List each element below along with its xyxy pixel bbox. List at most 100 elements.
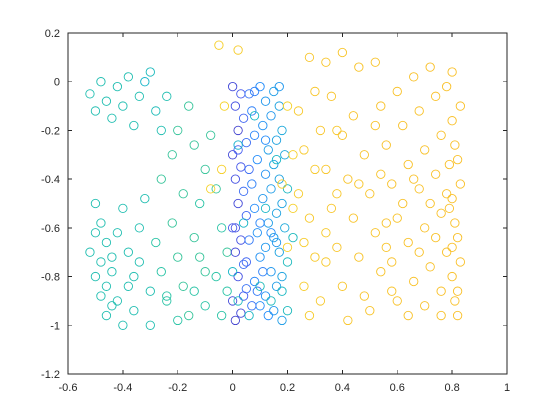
data-point xyxy=(392,213,402,223)
data-point xyxy=(238,291,249,301)
data-point xyxy=(359,150,369,160)
data-point xyxy=(392,86,402,97)
data-point xyxy=(107,252,117,262)
data-point xyxy=(271,281,282,291)
data-point xyxy=(332,189,342,199)
data-point xyxy=(310,86,320,97)
axes-layer xyxy=(67,32,508,375)
data-point xyxy=(441,189,452,199)
data-point xyxy=(293,106,304,116)
data-point xyxy=(260,135,271,145)
data-point xyxy=(436,130,446,140)
data-point xyxy=(280,223,290,233)
data-point xyxy=(134,257,144,267)
data-point xyxy=(90,271,101,282)
data-point xyxy=(162,291,172,301)
x-tick-label: 0.6 xyxy=(390,382,405,394)
data-point xyxy=(409,276,419,287)
data-point xyxy=(249,203,260,214)
data-point xyxy=(255,218,265,228)
data-point xyxy=(282,184,293,194)
data-point xyxy=(249,86,260,97)
data-point xyxy=(123,281,134,291)
data-point xyxy=(387,179,397,189)
data-point xyxy=(269,159,279,170)
data-point xyxy=(233,271,243,282)
data-point xyxy=(354,62,364,72)
data-point xyxy=(398,198,408,209)
data-point xyxy=(450,218,460,228)
data-point xyxy=(326,91,337,101)
data-point xyxy=(101,96,112,106)
data-point xyxy=(101,310,112,321)
data-point xyxy=(252,228,262,238)
data-point xyxy=(85,89,95,99)
data-point xyxy=(263,218,273,228)
data-point xyxy=(200,267,210,277)
data-point xyxy=(455,179,466,189)
data-point xyxy=(403,310,413,321)
x-tick-label: 0.8 xyxy=(444,382,459,394)
data-point xyxy=(184,310,194,321)
data-point xyxy=(414,184,424,194)
data-point xyxy=(381,218,391,228)
data-point xyxy=(134,223,144,233)
data-point xyxy=(431,232,441,243)
data-point xyxy=(252,155,262,165)
data-point xyxy=(326,203,337,214)
data-point xyxy=(216,310,227,321)
data-point xyxy=(236,308,246,318)
data-point xyxy=(269,86,279,97)
data-point xyxy=(230,223,241,233)
data-point xyxy=(252,286,262,296)
data-point xyxy=(315,125,326,136)
data-point xyxy=(381,242,391,252)
data-point xyxy=(258,120,268,131)
data-point xyxy=(85,247,95,257)
data-point xyxy=(173,315,183,326)
data-point xyxy=(387,286,397,296)
data-point xyxy=(178,189,188,199)
data-point xyxy=(447,116,457,126)
data-point xyxy=(452,232,463,243)
data-point xyxy=(455,101,466,111)
data-point xyxy=(271,208,282,218)
data-point xyxy=(299,237,309,248)
data-point xyxy=(420,145,430,155)
data-point xyxy=(321,228,331,238)
x-tick-label: 0 xyxy=(230,382,236,394)
data-point xyxy=(156,267,166,277)
data-point xyxy=(425,198,435,209)
data-point xyxy=(376,101,386,111)
data-point xyxy=(288,203,298,214)
data-point xyxy=(420,301,430,311)
data-point xyxy=(129,120,139,131)
data-point xyxy=(420,223,430,233)
data-point xyxy=(162,91,172,101)
data-point xyxy=(274,247,284,257)
y-tick-label: -1.2 xyxy=(41,369,60,381)
data-point xyxy=(255,301,265,311)
data-point xyxy=(293,189,304,199)
data-point xyxy=(249,130,260,140)
data-point xyxy=(258,267,268,277)
data-point xyxy=(249,276,260,287)
data-point xyxy=(266,228,276,238)
data-point xyxy=(452,310,463,321)
data-point xyxy=(227,267,238,277)
data-point xyxy=(431,169,441,179)
data-point xyxy=(288,232,298,243)
data-point xyxy=(189,232,199,243)
data-point xyxy=(263,145,273,155)
data-point xyxy=(266,296,276,306)
data-point xyxy=(90,198,101,209)
data-point xyxy=(129,271,139,282)
data-point xyxy=(140,193,150,204)
data-point xyxy=(118,203,128,214)
data-point xyxy=(244,235,254,245)
data-point xyxy=(266,184,276,194)
data-point xyxy=(444,159,455,170)
data-point xyxy=(156,125,166,136)
data-point xyxy=(195,198,205,209)
data-point xyxy=(271,237,282,248)
